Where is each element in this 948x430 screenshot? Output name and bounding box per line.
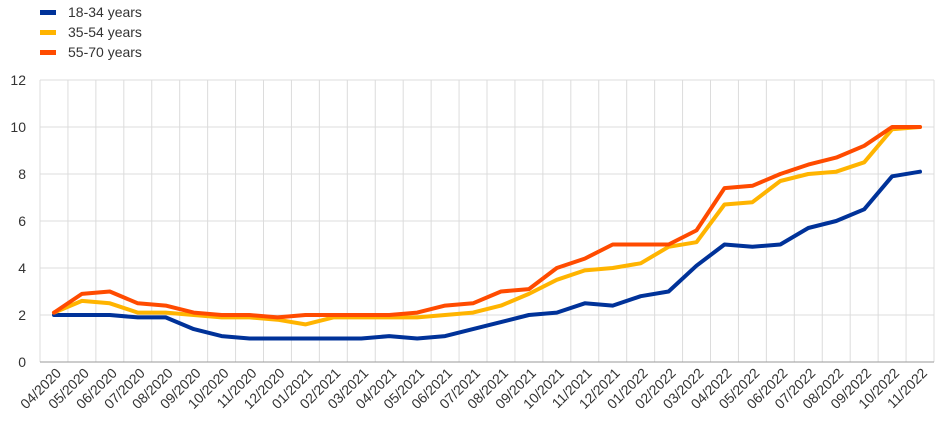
series-line-55-70-years [52,125,922,320]
y-tick-label: 8 [18,166,26,182]
legend-item-18-34: 18-34 years [40,2,142,22]
y-tick-label: 6 [18,213,26,229]
chart-legend: 18-34 years 35-54 years 55-70 years [40,2,142,62]
series-line-18-34-years [52,169,922,341]
legend-swatch-55-70 [40,49,56,55]
y-tick-label: 12 [10,72,26,88]
y-tick-label: 10 [10,119,26,135]
y-tick-label: 4 [18,260,26,276]
series-line-35-54-years [52,125,922,327]
y-tick-label: 2 [18,307,26,323]
y-tick-label: 0 [18,354,26,370]
legend-swatch-35-54 [40,29,56,35]
legend-label-35-54: 35-54 years [68,24,142,40]
legend-label-18-34: 18-34 years [68,4,142,20]
legend-swatch-18-34 [40,9,56,15]
legend-item-55-70: 55-70 years [40,42,142,62]
legend-label-55-70: 55-70 years [68,44,142,60]
legend-item-35-54: 35-54 years [40,22,142,42]
